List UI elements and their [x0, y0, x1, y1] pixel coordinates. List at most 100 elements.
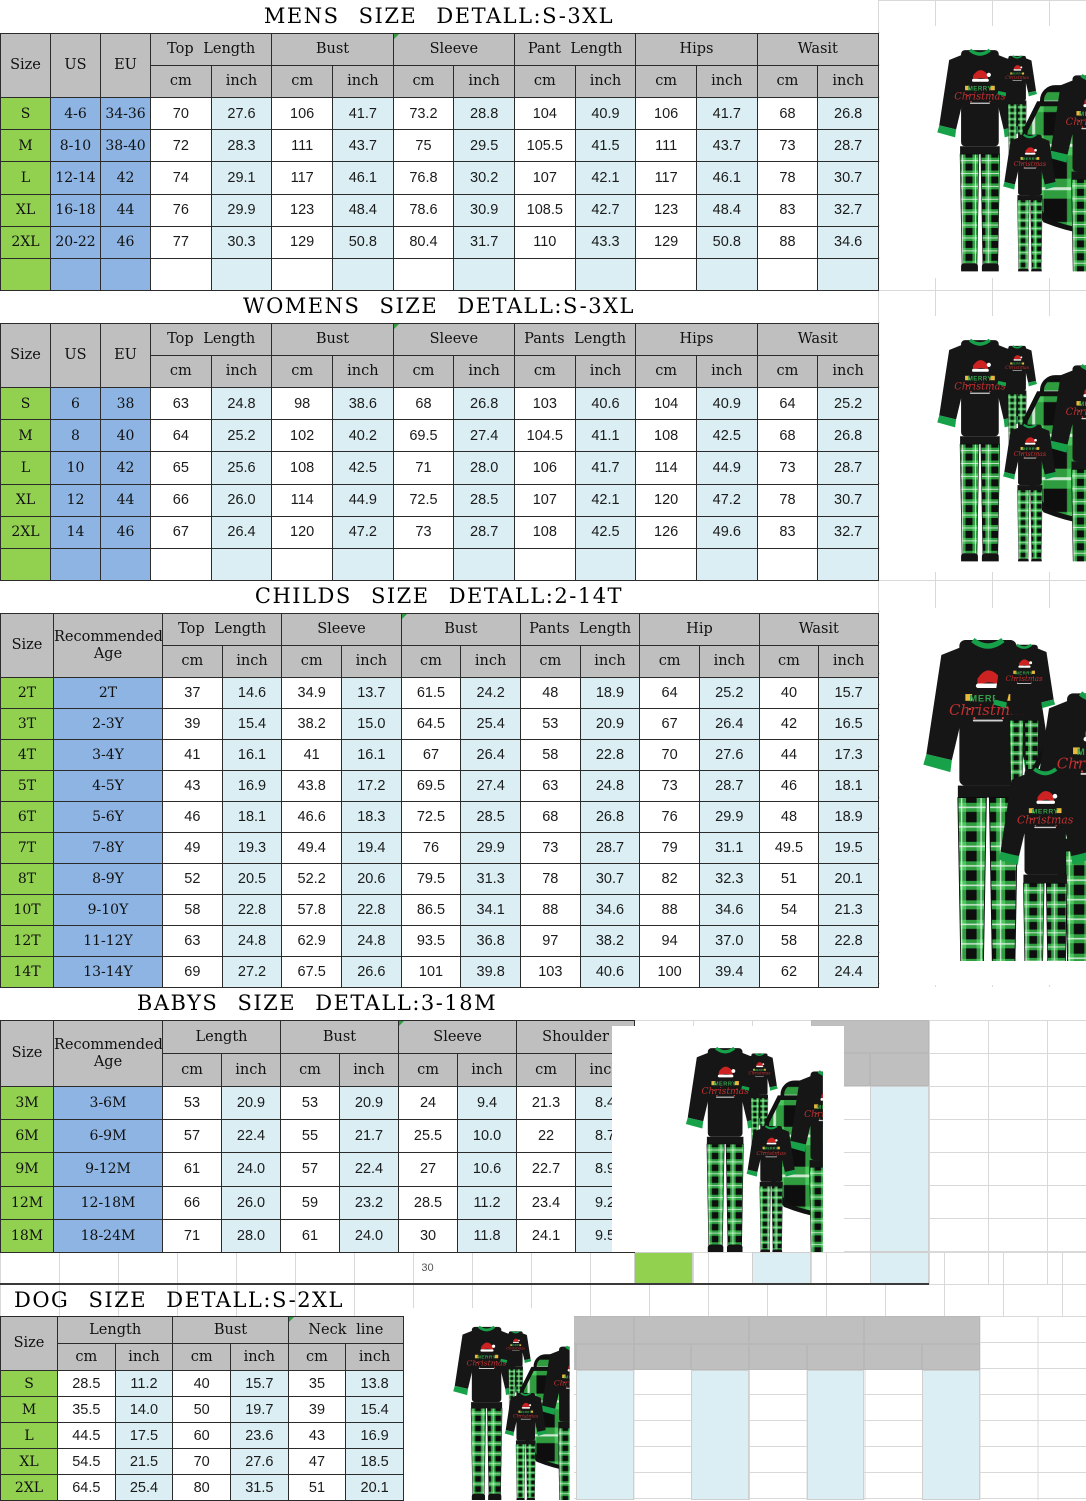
value-cell: 15.0 — [340, 708, 402, 740]
ghost-blue-cell — [691, 1370, 749, 1500]
value-cell: 46.1 — [331, 161, 394, 195]
group-header-bust: Bust — [279, 1020, 400, 1054]
size-cell: M — [0, 419, 51, 453]
value-cell: 15.7 — [818, 677, 879, 709]
size-row-6m: 6M 6-9M 57 22.4 55 21.7 25.5 10.0 22 8.7 — [0, 1119, 636, 1154]
value-cell: 19.7 — [229, 1396, 289, 1423]
value-cell: 108 — [271, 451, 333, 485]
empty-cell — [756, 257, 819, 291]
value-cell: 78 — [519, 863, 581, 895]
value-cell: 38.2 — [579, 925, 641, 957]
lead-cell: 34-36 — [100, 96, 151, 131]
value-cell: 28.5 — [460, 801, 521, 833]
value-cell: 27.4 — [453, 419, 515, 453]
ghost-header-cell — [748, 1344, 807, 1370]
empty-cell — [513, 547, 576, 581]
size-row-xl: XL 12 44 66 26.0 114 44.9 72.5 28.5 107 42.1 120 47.… — [0, 483, 879, 517]
value-cell: 97 — [519, 925, 581, 957]
lead-cell: 4-5Y — [53, 770, 163, 802]
value-cell: 53 — [162, 1085, 222, 1121]
value-cell: 25.2 — [698, 677, 760, 709]
value-cell: 41.5 — [574, 129, 637, 163]
value-cell: 28.5 — [453, 483, 515, 517]
value-cell: 18.9 — [818, 801, 879, 833]
value-cell: 64 — [150, 419, 212, 453]
value-cell: 34.6 — [698, 894, 760, 926]
group-header-bust: Bust — [400, 613, 521, 646]
ghost-blue-cell — [752, 1252, 811, 1284]
ghost-header-cell — [633, 1344, 692, 1370]
lead-cell: 38 — [100, 386, 151, 421]
value-cell: 107 — [513, 161, 576, 195]
group-header-hips: Hips — [635, 323, 758, 356]
group-header-pants-length: Pants Length — [519, 613, 641, 646]
size-row-12t: 12T 11-12Y 63 24.8 62.9 24.8 93.5 36.8 97 38.2 94 3… — [0, 925, 879, 957]
size-cell: 9M — [0, 1152, 54, 1187]
size-row-s: S 4-6 34-36 70 27.6 106 41.7 73.2 28.8 104 40.9 106… — [0, 96, 879, 131]
group-header-wasit: Wasit — [758, 613, 879, 646]
value-cell: 43 — [287, 1422, 347, 1449]
empty-cell — [0, 547, 51, 581]
size-row-m: M 8 40 64 25.2 102 40.2 69.5 27.4 104.5 41.1 108 42.… — [0, 419, 879, 453]
value-cell: 27 — [398, 1152, 459, 1187]
value-cell: 32.7 — [817, 193, 879, 227]
value-cell: 28.7 — [453, 515, 515, 549]
childs-product-image — [880, 608, 1086, 985]
unit-header-cm: cm — [271, 65, 333, 98]
size-row-10t: 10T 9-10Y 58 22.8 57.8 22.8 86.5 34.1 88 34.6 88 34… — [0, 894, 879, 926]
value-cell: 106 — [635, 96, 697, 131]
value-cell: 63 — [150, 386, 212, 421]
value-cell: 110 — [513, 225, 576, 259]
value-cell: 39.8 — [460, 956, 521, 988]
empty-cell — [695, 257, 758, 291]
value-cell: 114 — [271, 483, 333, 517]
value-cell: 72.5 — [392, 483, 455, 517]
value-cell: 65 — [150, 451, 212, 485]
value-cell: 123 — [635, 193, 697, 227]
value-cell: 14.6 — [221, 677, 283, 709]
empty-cell — [635, 547, 697, 581]
size-cell: 3M — [0, 1085, 54, 1121]
value-cell: 47.2 — [695, 483, 758, 517]
value-cell: 50 — [172, 1396, 231, 1423]
unit-header-inch: inch — [457, 1053, 518, 1087]
value-cell: 9.4 — [457, 1085, 518, 1121]
value-cell: 64.5 — [400, 708, 462, 740]
value-cell: 117 — [271, 161, 333, 195]
value-cell: 28.5 — [398, 1185, 459, 1220]
value-cell: 26.8 — [817, 419, 879, 453]
value-cell: 123 — [271, 193, 333, 227]
size-cell: 4T — [0, 739, 54, 771]
ghost-header-cell — [748, 1316, 865, 1344]
dog-size-title: DOG SIZE DETALL:S-2XL — [14, 1288, 344, 1312]
value-cell: 47.2 — [331, 515, 394, 549]
empty-cell — [574, 547, 637, 581]
value-cell: 22.8 — [340, 894, 402, 926]
lead-cell: 8 — [50, 419, 101, 453]
value-cell: 129 — [635, 225, 697, 259]
unit-header-inch: inch — [453, 65, 515, 98]
value-cell: 63 — [162, 925, 223, 957]
value-cell: 104.5 — [513, 419, 576, 453]
unit-header-cm: cm — [57, 1343, 116, 1371]
empty-cell — [150, 547, 212, 581]
value-cell: 58 — [519, 739, 581, 771]
value-cell: 67 — [150, 515, 212, 549]
value-cell: 98 — [271, 386, 333, 421]
size-cell: 2XL — [0, 1474, 58, 1501]
value-cell: 54.5 — [57, 1448, 116, 1475]
unit-header-cm: cm — [162, 1053, 222, 1087]
value-cell: 46.6 — [281, 801, 342, 833]
lead-cell: 14 — [50, 515, 101, 549]
mens-size-table: Size US EU Top Length Bust Sleeve Pant Length H… — [0, 33, 879, 291]
value-cell: 26.4 — [698, 708, 760, 740]
dog-product-image — [404, 1308, 574, 1500]
value-cell: 42.5 — [574, 515, 637, 549]
value-cell: 52 — [162, 863, 223, 895]
unit-header-cm: cm — [281, 645, 342, 678]
value-cell: 102 — [271, 419, 333, 453]
value-cell: 62 — [758, 956, 820, 988]
value-cell: 77 — [150, 225, 212, 259]
value-cell: 34.9 — [281, 677, 342, 709]
value-cell: 79 — [639, 832, 700, 864]
